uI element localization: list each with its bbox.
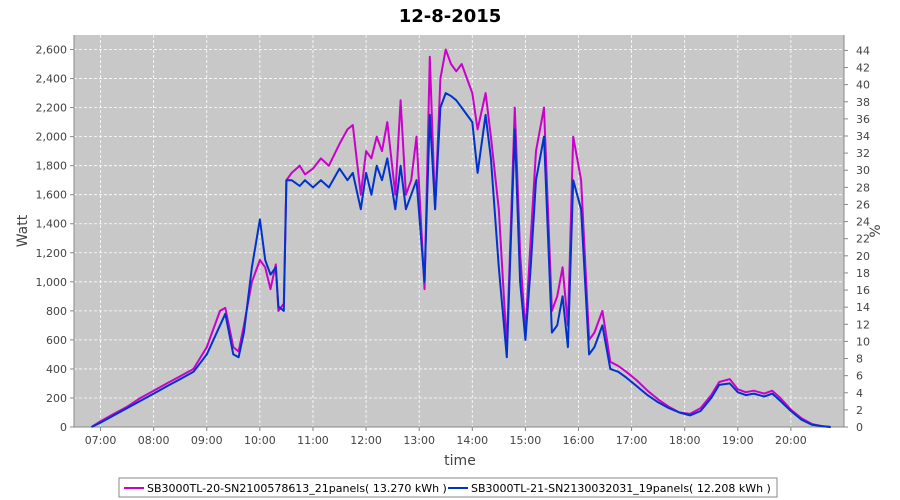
y2-tick-label: 20 (856, 250, 870, 263)
legend: SB3000TL-20-SN2100578613_21panels( 13.27… (118, 477, 778, 498)
y2-tick-label: 44 (856, 44, 870, 57)
series-lines (90, 48, 831, 428)
x-axis-title: time (444, 453, 476, 469)
grid-lines (74, 35, 844, 427)
legend-label-2: SB3000TL-21-SN2130032031_19panels( 12.20… (471, 482, 771, 495)
y2-tick-label: 16 (856, 284, 870, 297)
y-tick-label: 1,800 (36, 160, 68, 173)
y-tick-label: 600 (46, 334, 67, 347)
x-tick-label: 18:00 (669, 434, 701, 447)
y-tick-label: 2,000 (36, 131, 68, 144)
y-tick-label: 2,400 (36, 73, 68, 86)
x-tick-label: 09:00 (191, 434, 223, 447)
axes: 02004006008001,0001,2001,4001,6001,8002,… (36, 35, 870, 447)
y2-tick-label: 36 (856, 113, 870, 126)
y2-tick-label: 0 (856, 421, 863, 434)
y2-tick-label: 8 (856, 353, 863, 366)
y-tick-label: 2,200 (36, 102, 68, 115)
y2-tick-label: 6 (856, 370, 863, 383)
y-tick-label: 800 (46, 305, 67, 318)
x-tick-label: 20:00 (775, 434, 807, 447)
x-tick-label: 12:00 (350, 434, 382, 447)
x-tick-label: 19:00 (722, 434, 754, 447)
chart-title: 12-8-2015 (399, 6, 502, 27)
legend-label-1: SB3000TL-20-SN2100578613_21panels( 13.27… (147, 482, 447, 495)
y2-tick-label: 2 (856, 404, 863, 417)
y-tick-label: 0 (60, 421, 67, 434)
x-tick-label: 11:00 (297, 434, 329, 447)
y2-tick-label: 32 (856, 147, 870, 160)
y2-tick-label: 40 (856, 79, 870, 92)
x-tick-label: 08:00 (138, 434, 170, 447)
y-tick-label: 200 (46, 392, 67, 405)
y2-tick-label: 30 (856, 164, 870, 177)
y2-tick-label: 10 (856, 335, 870, 348)
y-tick-label: 400 (46, 363, 67, 376)
y2-tick-label: 26 (856, 198, 870, 211)
y-tick-label: 1,200 (36, 247, 68, 260)
y-tick-label: 1,000 (36, 276, 68, 289)
y2-tick-label: 22 (856, 233, 870, 246)
x-tick-label: 17:00 (616, 434, 648, 447)
series-line-2 (91, 92, 831, 428)
x-tick-label: 10:00 (244, 434, 276, 447)
y-tick-label: 1,600 (36, 189, 68, 202)
x-tick-label: 16:00 (563, 434, 595, 447)
y2-tick-label: 24 (856, 216, 870, 229)
y-tick-label: 2,600 (36, 44, 68, 57)
y2-tick-label: 42 (856, 62, 870, 75)
y-axis-title: Watt (15, 214, 31, 247)
y2-tick-label: 12 (856, 318, 870, 331)
y2-tick-label: 34 (856, 130, 870, 143)
y2-axis-title: % (868, 224, 884, 237)
y-tick-label: 1,400 (36, 218, 68, 231)
x-tick-label: 07:00 (85, 434, 117, 447)
x-tick-label: 14:00 (456, 434, 488, 447)
y2-tick-label: 4 (856, 387, 863, 400)
y2-tick-label: 18 (856, 267, 870, 280)
y2-tick-label: 38 (856, 96, 870, 109)
x-tick-label: 13:00 (403, 434, 435, 447)
plot-area (74, 35, 844, 427)
y2-tick-label: 14 (856, 301, 870, 314)
y2-tick-label: 28 (856, 181, 870, 194)
x-tick-label: 15:00 (510, 434, 542, 447)
